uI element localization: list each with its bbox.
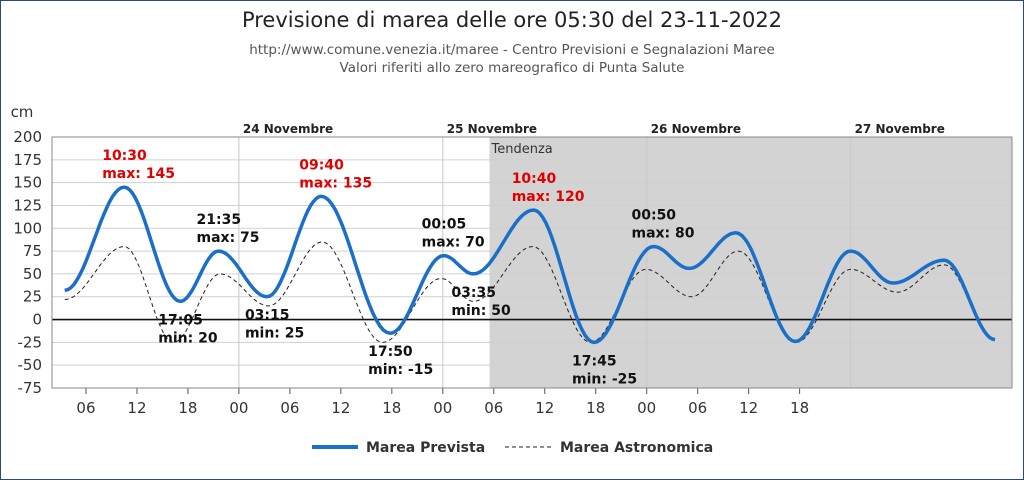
annotation-time: 10:30 [102, 148, 147, 164]
x-tick-label: 06 [76, 399, 95, 417]
y-tick-label: 0 [32, 311, 42, 329]
annotation-value: max: 120 [512, 189, 585, 205]
annotation-value: min: -25 [572, 371, 637, 387]
x-tick-label: 12 [127, 399, 146, 417]
y-tick-label: -25 [18, 333, 43, 351]
x-tick-label: 06 [688, 399, 707, 417]
y-axis-unit: cm [11, 103, 34, 121]
day-label: 25 Novembre [447, 122, 537, 136]
annotation-time: 09:40 [299, 157, 344, 173]
x-tick-label: 12 [739, 399, 758, 417]
day-label: 27 Novembre [855, 122, 945, 136]
day-label: 26 Novembre [651, 122, 741, 136]
annotation-value: max: 145 [102, 166, 175, 182]
trend-label: Tendenza [491, 142, 553, 157]
annotation-value: min: 20 [158, 330, 218, 346]
annotation-time: 10:40 [512, 171, 557, 187]
reference-note: Valori riferiti allo zero mareografico d… [339, 60, 685, 76]
source-url: http://www.comune.venezia.it/maree - Cen… [249, 42, 775, 58]
x-tick-label: 18 [382, 399, 401, 417]
annotation-time: 03:15 [245, 308, 290, 324]
y-tick-label: -75 [18, 379, 43, 397]
y-tick-label: 175 [13, 151, 42, 169]
x-tick-label: 00 [637, 399, 656, 417]
annotation-time: 17:05 [158, 312, 203, 328]
annotation-value: min: 25 [245, 326, 304, 342]
legend-label-astronomical: Marea Astronomica [560, 440, 713, 456]
x-tick-label: 18 [178, 399, 197, 417]
y-tick-label: 100 [13, 219, 42, 237]
annotation-value: min: 50 [451, 303, 511, 319]
plot-border [51, 136, 1013, 389]
x-tick-label: 06 [484, 399, 503, 417]
y-tick-label: -50 [18, 356, 43, 374]
annotation-time: 00:05 [422, 217, 467, 233]
annotation-value: max: 80 [631, 226, 694, 242]
annotation-time: 00:50 [631, 208, 676, 224]
y-tick-label: 25 [23, 288, 42, 306]
y-tick-label: 75 [23, 242, 42, 260]
x-tick-label: 00 [229, 399, 248, 417]
annotation-value: max: 135 [299, 175, 372, 191]
x-tick-label: 06 [280, 399, 299, 417]
x-tick-label: 12 [331, 399, 350, 417]
annotation-value: max: 75 [197, 230, 260, 246]
y-tick-label: 150 [13, 174, 42, 192]
annotation-value: max: 70 [422, 235, 485, 251]
trend-region [489, 137, 1013, 388]
annotation-time: 03:35 [451, 285, 496, 301]
y-tick-label: 200 [13, 128, 42, 146]
x-tick-label: 18 [586, 399, 605, 417]
legend-label-forecast: Marea Prevista [366, 440, 485, 456]
day-label: 24 Novembre [243, 122, 333, 136]
x-tick-label: 18 [790, 399, 809, 417]
annotation-value: min: -15 [368, 362, 433, 378]
y-tick-label: 50 [23, 265, 42, 283]
annotation-time: 17:45 [572, 353, 617, 369]
annotation-time: 21:35 [197, 212, 242, 228]
y-tick-label: 125 [13, 196, 42, 214]
annotation-time: 17:50 [368, 344, 413, 360]
x-tick-label: 00 [433, 399, 452, 417]
series-astronomical-line [64, 241, 996, 343]
series-forecast-line [64, 185, 996, 345]
x-tick-label: 12 [535, 399, 554, 417]
chart-title: Previsione di marea delle ore 05:30 del … [241, 8, 783, 32]
